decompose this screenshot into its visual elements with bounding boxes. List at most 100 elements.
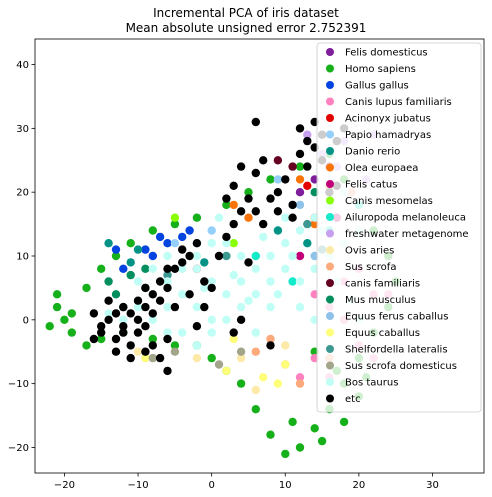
scatter-point — [303, 181, 312, 190]
y-tick-label: 30 — [16, 124, 29, 135]
legend-marker — [326, 180, 334, 188]
scatter-point — [281, 449, 290, 459]
scatter-point — [97, 328, 106, 337]
legend-label: canis familiaris — [345, 279, 420, 290]
scatter-point — [244, 213, 253, 222]
legend-label: Ovis aries — [345, 246, 394, 257]
scatter-point — [170, 302, 180, 312]
scatter-point — [266, 302, 275, 312]
scatter-point — [133, 302, 143, 312]
scatter-point — [207, 353, 216, 363]
legend-label: Shelfordella lateralis — [345, 345, 448, 356]
scatter-point — [163, 334, 172, 344]
scatter-point — [200, 302, 209, 312]
scatter-point — [295, 200, 305, 210]
scatter-point — [126, 341, 135, 350]
legend-label: Olea europaea — [345, 163, 418, 174]
legend-marker — [326, 312, 334, 320]
scatter-point — [200, 277, 209, 286]
scatter-point — [119, 302, 128, 312]
scatter-point — [222, 251, 231, 261]
scatter-point — [141, 347, 150, 356]
scatter-point — [303, 130, 312, 139]
scatter-point — [111, 347, 121, 356]
legend-marker — [326, 394, 334, 403]
legend-marker — [326, 345, 334, 353]
scatter-point — [273, 175, 283, 184]
scatter-point — [244, 194, 253, 203]
legend-marker — [326, 246, 334, 254]
scatter-point — [126, 353, 135, 363]
legend-marker — [326, 279, 334, 287]
legend: Felis domesticus Homo sapiens Gallus gallu… — [316, 42, 482, 413]
scatter-point — [185, 290, 194, 299]
scatter-point — [111, 309, 121, 318]
scatter-point — [207, 283, 216, 293]
scatter-point — [148, 341, 157, 350]
y-tick-label: 10 — [16, 252, 29, 263]
scatter-point — [170, 219, 180, 229]
scatter-point — [281, 213, 290, 222]
legend-label: Papio hamadryas — [345, 130, 431, 141]
scatter-point — [111, 251, 121, 261]
scatter-point — [52, 302, 62, 312]
legend-marker — [326, 361, 334, 370]
scatter-point — [148, 251, 157, 261]
scatter-point — [207, 277, 216, 286]
scatter-point — [111, 290, 121, 299]
legend-label: etc — [345, 394, 361, 405]
chart-subtitle: Mean absolute unsigned error 2.752391 — [126, 21, 367, 35]
scatter-point — [288, 277, 297, 286]
scatter-point — [141, 264, 150, 273]
scatter-point — [178, 232, 187, 242]
legend-marker — [326, 64, 334, 73]
scatter-point — [339, 417, 349, 427]
scatter-point — [222, 366, 231, 376]
legend-marker — [326, 163, 334, 172]
scatter-point — [104, 239, 113, 248]
scatter-point — [67, 309, 77, 318]
scatter-point — [163, 283, 172, 293]
legend-label: Canis lupus familiaris — [345, 97, 452, 108]
scatter-point — [148, 264, 157, 273]
scatter-point — [236, 162, 246, 171]
scatter-point — [148, 309, 157, 318]
scatter-point — [251, 290, 260, 299]
scatter-point — [295, 124, 305, 133]
scatter-point — [295, 188, 305, 197]
legend-marker — [326, 196, 334, 205]
scatter-point — [89, 309, 99, 318]
scatter-point — [185, 251, 194, 261]
legend-marker — [326, 97, 334, 106]
scatter-point — [251, 168, 260, 178]
scatter-point — [163, 264, 172, 273]
scatter-point — [281, 360, 290, 369]
scatter-point — [170, 213, 180, 222]
scatter-point — [141, 283, 150, 293]
scatter-point — [229, 328, 238, 337]
scatter-point — [266, 277, 275, 286]
scatter-point — [236, 379, 246, 388]
scatter-point — [229, 270, 238, 280]
scatter-point — [214, 213, 224, 222]
scatter-point — [45, 322, 54, 331]
scatter-point — [214, 251, 224, 261]
scatter-point — [192, 353, 202, 363]
scatter-point — [317, 436, 327, 446]
legend-marker — [326, 262, 334, 271]
scatter-point — [259, 232, 268, 242]
scatter-point — [229, 334, 238, 344]
x-tick-label: 10 — [279, 480, 292, 491]
legend-label: Equus caballus — [345, 328, 420, 339]
scatter-point — [178, 264, 187, 273]
scatter-point — [244, 296, 253, 305]
scatter-point — [82, 283, 91, 293]
scatter-point — [141, 302, 150, 312]
scatter-point — [222, 200, 231, 210]
scatter-point — [273, 207, 283, 216]
scatter-point — [148, 334, 157, 344]
legend-label: Canis mesomelas — [345, 196, 433, 207]
scatter-point — [155, 277, 165, 286]
scatter-point — [236, 207, 246, 216]
scatter-point — [266, 194, 275, 203]
